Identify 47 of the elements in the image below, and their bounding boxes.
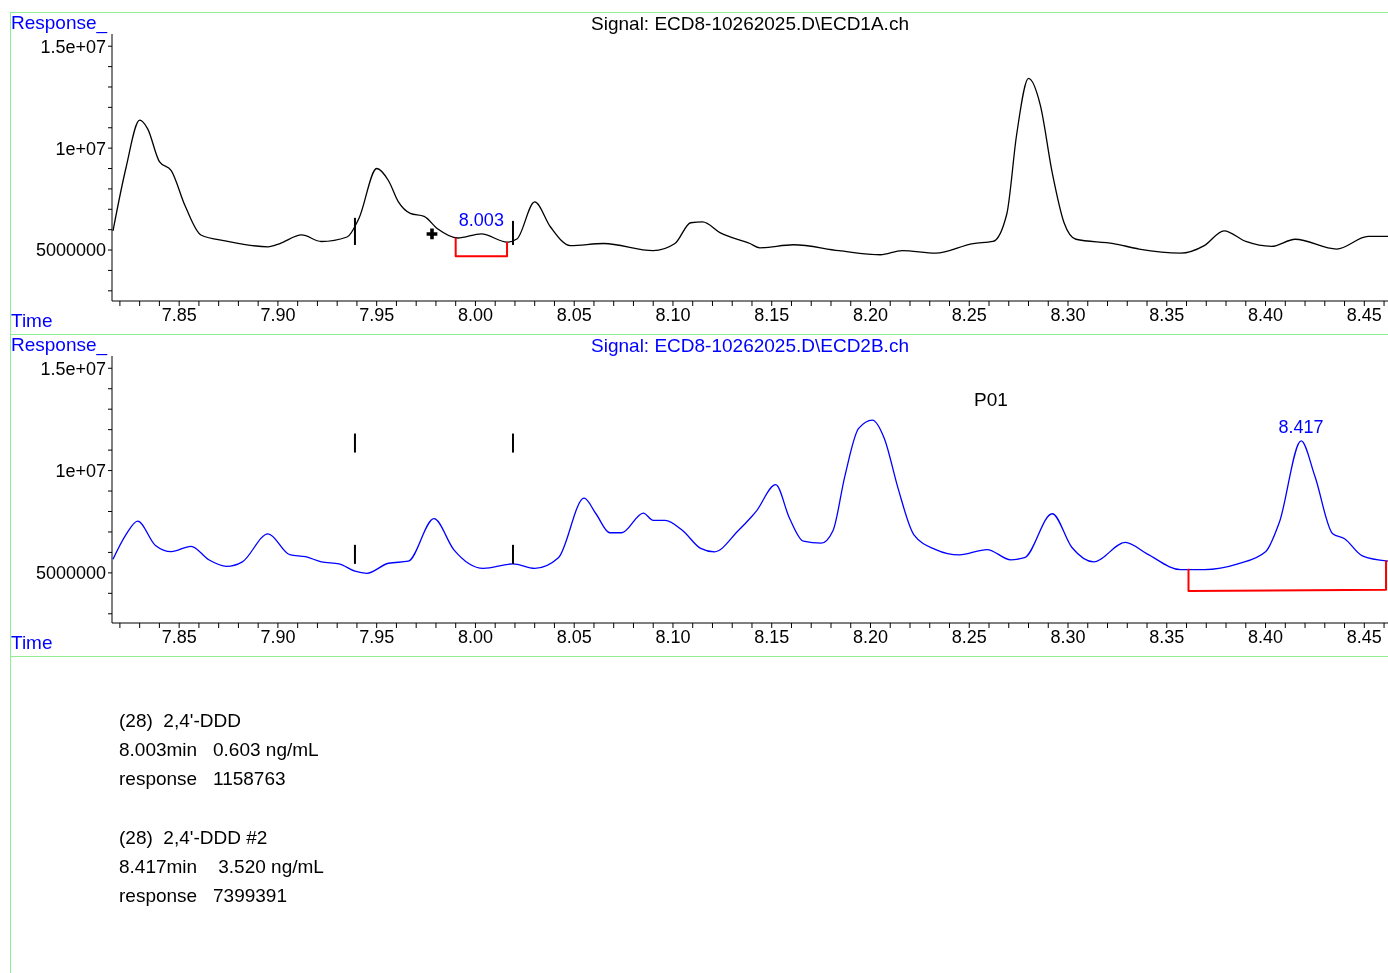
text: 8.417min 3.520 ng/mL <box>119 856 324 878</box>
x-tick-label: 7.85 <box>161 626 197 647</box>
x-tick-label: 8.45 <box>1346 626 1382 647</box>
x-tick-label: 8.25 <box>951 304 987 325</box>
x-tick-label: 8.35 <box>1149 626 1185 647</box>
x-tick-label: 8.20 <box>852 304 889 325</box>
y-tick-label: 5000000 <box>35 563 106 584</box>
text: response 1158763 <box>119 768 286 790</box>
text: (28) 2,4'-DDD #2 <box>119 827 268 849</box>
x-tick-label: 7.95 <box>359 626 395 647</box>
x-tick-label: 8.30 <box>1050 304 1086 325</box>
text: (28) 2,4'-DDD <box>119 710 241 732</box>
y-tick-label: 1.5e+07 <box>40 36 106 57</box>
x-tick-label: 8.25 <box>951 626 987 647</box>
x-tick-label: 8.05 <box>556 626 592 647</box>
x-tick-label: 8.20 <box>852 626 889 647</box>
chart-title: Signal: ECD8-10262025.D\ECD1A.ch <box>590 13 910 34</box>
x-axis-title: Time <box>11 310 53 331</box>
annotation: 8.417 <box>1278 416 1324 437</box>
x-tick-label: 7.95 <box>359 304 395 325</box>
x-tick-label: 8.30 <box>1050 626 1086 647</box>
y-tick-label: 5000000 <box>35 240 106 261</box>
x-tick-label: 8.10 <box>655 626 691 647</box>
x-tick-label: 8.15 <box>754 626 790 647</box>
y-axis-title: Response_ <box>11 12 108 33</box>
chart-title: Signal: ECD8-10262025.D\ECD2B.ch <box>590 335 910 356</box>
x-tick-label: 8.15 <box>754 304 790 325</box>
text: response 7399391 <box>119 885 287 907</box>
x-tick-label: 7.90 <box>260 626 296 647</box>
y-axis-title: Response_ <box>11 334 108 355</box>
y-tick-label: 1.5e+07 <box>40 358 106 379</box>
x-tick-label: 8.45 <box>1346 304 1382 325</box>
text: 8.003min 0.603 ng/mL <box>119 739 319 761</box>
y-tick-label: 1e+07 <box>55 460 106 481</box>
x-tick-label: 8.10 <box>655 304 691 325</box>
y-tick-label: 1e+07 <box>55 138 106 159</box>
x-tick-label: 8.00 <box>457 304 493 325</box>
x-tick-label: 7.85 <box>161 304 197 325</box>
annotation: 8.003 <box>458 209 504 230</box>
x-tick-label: 8.40 <box>1248 304 1284 325</box>
x-tick-label: 8.40 <box>1248 626 1284 647</box>
x-tick-label: 7.90 <box>260 304 296 325</box>
x-tick-label: 8.35 <box>1149 304 1185 325</box>
x-tick-label: 8.00 <box>457 626 493 647</box>
x-axis-title: Time <box>11 632 53 653</box>
annotation: P01 <box>973 389 1009 410</box>
x-tick-label: 8.05 <box>556 304 592 325</box>
